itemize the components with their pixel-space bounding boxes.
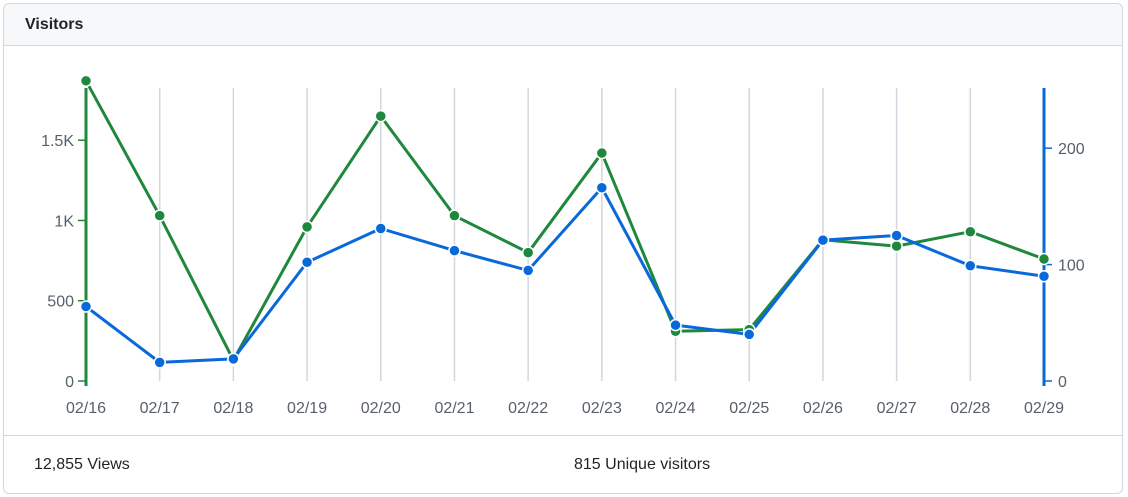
x-tick-label: 02/23 — [582, 400, 622, 417]
unique-point — [153, 356, 166, 369]
unique-point — [374, 222, 388, 235]
x-tick-label: 02/17 — [140, 400, 180, 417]
x-tick-label: 02/25 — [729, 400, 769, 417]
unique-point — [448, 244, 461, 257]
x-tick-label: 02/18 — [213, 400, 253, 417]
x-tick-label: 02/22 — [508, 400, 548, 417]
panel-title: Visitors — [25, 15, 84, 33]
views-point — [964, 225, 977, 238]
x-tick-label: 02/26 — [803, 400, 843, 417]
unique-series-line — [85, 186, 1045, 364]
x-tick-label: 02/27 — [877, 400, 917, 417]
unique-point — [595, 181, 609, 195]
unique-point — [964, 259, 977, 273]
chart-svg: 0 500 1K 1.5K 0 100 200 02/16 02/17 02/18 02/19 02/… — [41, 74, 1085, 417]
unique-visitors-total: 815 Unique visitors — [574, 455, 711, 473]
x-tick-label: 02/24 — [656, 400, 696, 417]
unique-point — [300, 256, 314, 269]
right-tick-label: 0 — [1058, 374, 1067, 391]
x-tick-label: 02/21 — [434, 400, 474, 417]
unique-point — [742, 328, 756, 341]
views-point — [890, 239, 903, 253]
views-point — [300, 220, 314, 234]
views-point — [595, 146, 609, 160]
views-point — [1037, 252, 1051, 266]
unique-point — [79, 300, 93, 313]
right-tick-label: 200 — [1058, 141, 1085, 158]
panel-header: Visitors — [4, 4, 1122, 46]
unique-point — [669, 318, 682, 332]
views-point — [374, 109, 388, 123]
right-tick-label: 100 — [1058, 258, 1085, 275]
views-point — [448, 209, 461, 222]
views-point — [521, 246, 535, 259]
views-point — [79, 74, 93, 88]
left-tick-label: 500 — [47, 294, 74, 311]
visitors-chart: 0 500 1K 1.5K 0 100 200 02/16 02/17 02/18 02/19 02/… — [4, 47, 1122, 435]
unique-point — [816, 233, 830, 247]
views-point — [153, 209, 166, 222]
left-tick-label: 1K — [54, 213, 74, 230]
visitors-panel: Visitors 0 500 1K 1.5K 0 100 200 02/16 02/17 02/1… — [3, 3, 1123, 494]
unique-point — [521, 264, 535, 277]
x-tick-label: 02/19 — [287, 400, 327, 417]
left-tick-label: 1.5K — [41, 133, 74, 150]
x-tick-label: 02/28 — [950, 400, 990, 417]
unique-point — [1037, 269, 1051, 283]
x-tick-label: 02/20 — [361, 400, 401, 417]
views-series-line — [84, 80, 1045, 362]
views-total: 12,855 Views — [34, 455, 130, 473]
unique-point — [227, 352, 240, 366]
left-tick-label: 0 — [65, 374, 74, 391]
x-tick-label: 02/29 — [1024, 400, 1064, 417]
panel-footer: 12,855 Views 815 Unique visitors — [4, 435, 1122, 493]
unique-point — [890, 229, 903, 242]
x-tick-label: 02/16 — [66, 400, 106, 417]
